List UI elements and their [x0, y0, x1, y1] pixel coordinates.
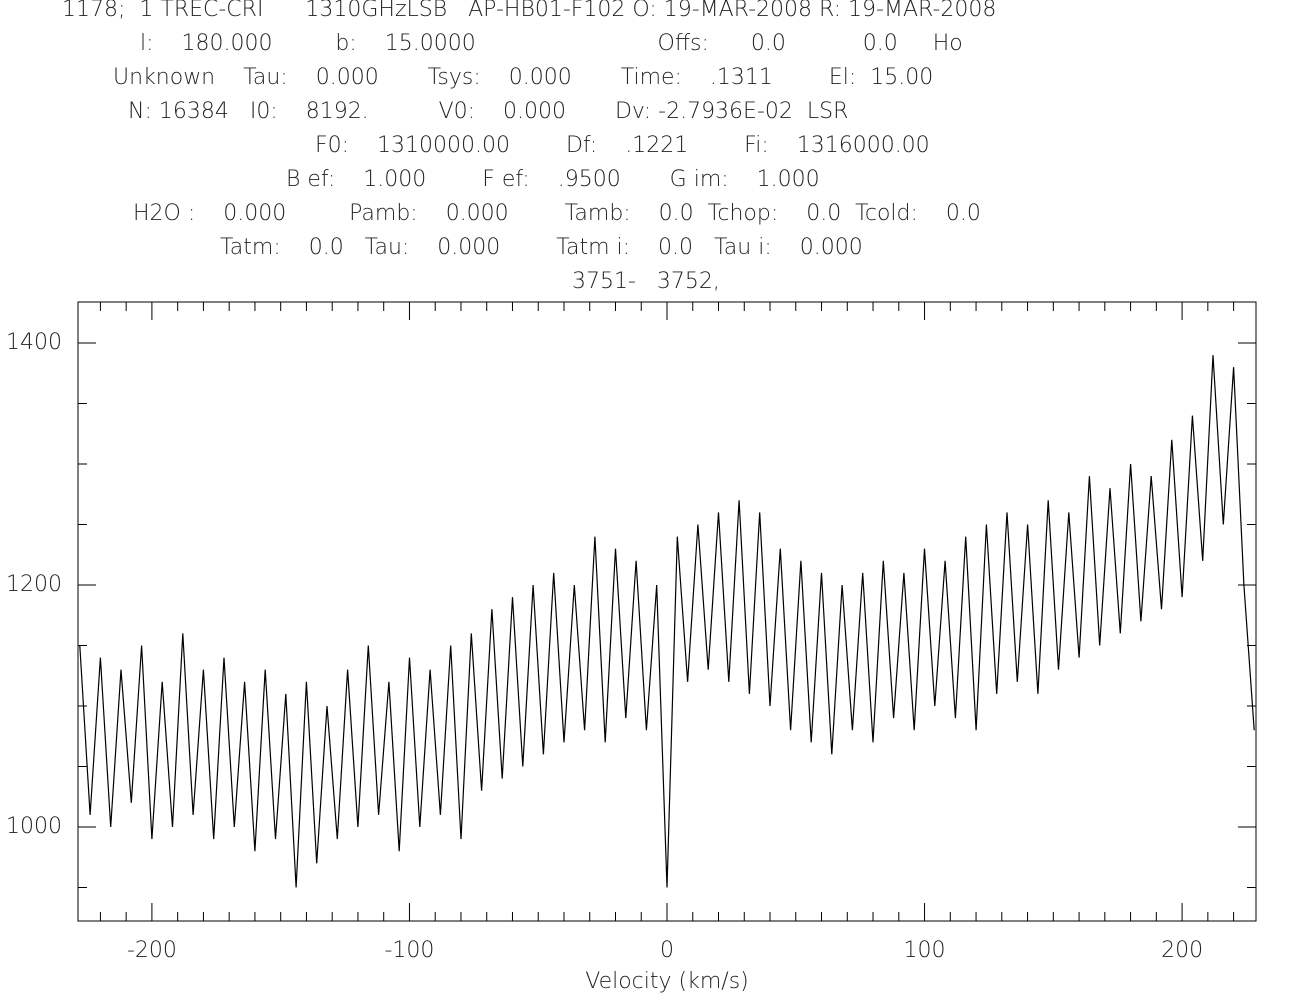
plot-frame: [77, 301, 1257, 922]
header-line: F0: 1310000.00 Df: .1221 Fi: 1316000.00: [315, 133, 930, 158]
x-axis-label: Velocity (km/s): [585, 969, 749, 994]
x-tick-label: 200: [1161, 938, 1203, 963]
x-tick-label: -200: [127, 938, 177, 963]
header-line: B ef: 1.000 F ef: .9500 G im: 1.000: [286, 167, 820, 192]
x-tick-label: 100: [904, 938, 946, 963]
y-tick-label: 1200: [6, 572, 62, 597]
header-line: Unknown Tau: 0.000 Tsys: 0.000 Time: .13…: [113, 65, 933, 90]
x-tick-label: -100: [384, 938, 434, 963]
header-line: N: 16384 I0: 8192. V0: 0.000 Dv: -2.7936…: [128, 99, 848, 124]
x-tick-label: 0: [660, 938, 674, 963]
header-line: 1178; 1 TREC-CRI 1310GHzLSB AP-HB01-F102…: [62, 0, 996, 22]
y-tick-label: 1000: [6, 814, 62, 839]
header-line: l: 180.000 b: 15.0000 Offs: 0.0 0.0 Ho: [140, 31, 963, 56]
header-line: Tatm: 0.0 Tau: 0.000 Tatm i: 0.0 Tau i: …: [220, 235, 863, 260]
header-line: 3751- 3752,: [572, 269, 720, 294]
header-line: H2O : 0.000 Pamb: 0.000 Tamb: 0.0 Tchop:…: [133, 201, 981, 226]
spectrum-line: [79, 355, 1255, 888]
y-tick-label: 1400: [6, 330, 62, 355]
